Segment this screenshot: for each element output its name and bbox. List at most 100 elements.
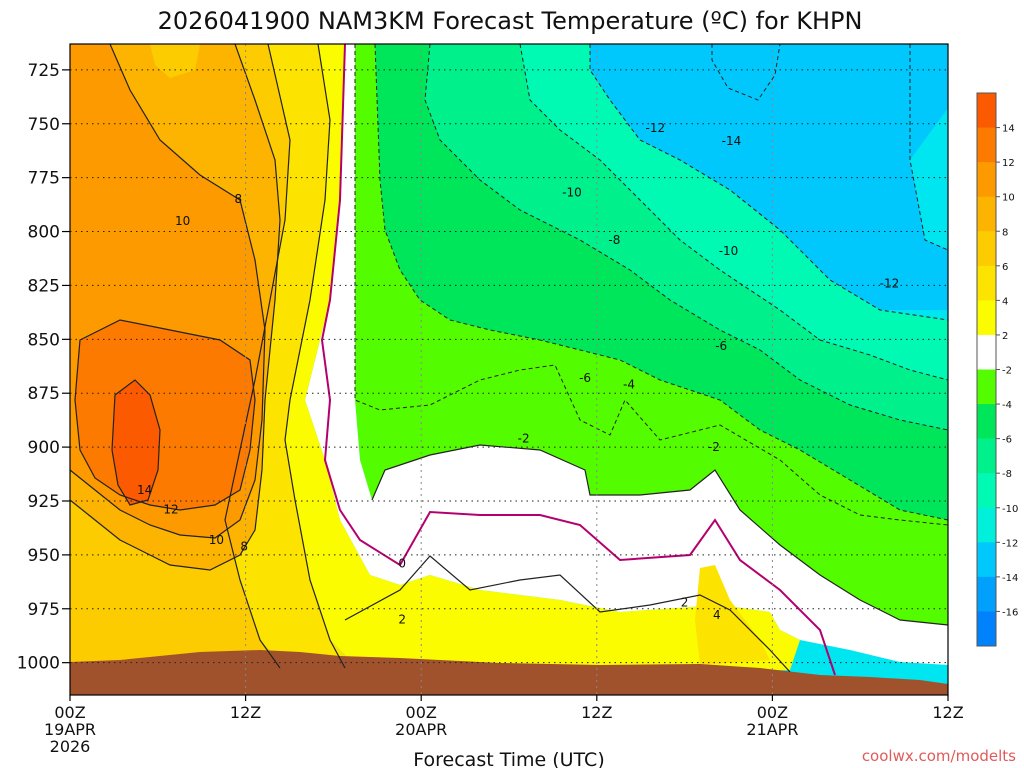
colorbar-label: 14	[1002, 124, 1015, 135]
plus6-isotherm	[224, 43, 291, 669]
colorbar-swatch	[977, 611, 996, 647]
temperature-field: 8 10 14 12 10 8 0 2 -2 -10 -8 -6 -4 -12 -14 -10 -6 -2 2 4 -1…	[69, 43, 949, 696]
colorbar-label: 4	[1002, 296, 1008, 307]
x-tick-label: 12Z	[230, 703, 261, 722]
grid-lines	[70, 44, 948, 695]
colorbar-swatch	[977, 507, 996, 543]
band-minus12	[590, 44, 948, 310]
contour-label: 8	[234, 192, 242, 206]
colorbar-swatch	[977, 542, 996, 578]
x-tick-label: 00Z	[757, 703, 788, 722]
y-tick-label: 875	[28, 384, 60, 404]
band-14	[112, 380, 160, 505]
plot-frame	[69, 43, 949, 696]
y-tick-label: 750	[28, 115, 60, 135]
colorbar-label: -12	[1002, 538, 1018, 549]
band-minus8	[425, 44, 948, 430]
plus4-isotherm	[284, 43, 346, 669]
contour-label: -10	[562, 186, 582, 200]
colorbar-label: -4	[1002, 400, 1012, 411]
x-tick-label: 2026	[50, 737, 91, 756]
x-tick-label: 21APR	[746, 720, 798, 739]
colorbar-swatch	[977, 576, 996, 612]
contour-label: -2	[518, 431, 530, 445]
contour-label: 14	[137, 483, 152, 497]
colorbar-label: 10	[1002, 193, 1015, 204]
minus6-isotherm	[374, 43, 949, 521]
colorbar-swatch	[977, 404, 996, 440]
band-4	[225, 44, 360, 672]
band-2	[285, 44, 800, 672]
contour-label: -10	[719, 244, 739, 258]
contour-label: -8	[608, 233, 620, 247]
colorbar-label: -2	[1002, 366, 1012, 377]
contour-label: 10	[175, 214, 190, 228]
contour-label: 12	[163, 503, 178, 517]
contour-label: -6	[579, 371, 591, 385]
plus2-isotherm	[344, 555, 791, 673]
contour-label: 8	[240, 539, 248, 553]
colorbar-label: -8	[1002, 469, 1012, 480]
colorbar-label: 2	[1002, 331, 1008, 342]
plus14-isotherm	[111, 379, 161, 506]
contour-label: 4	[713, 608, 721, 622]
colorbar-swatch	[977, 473, 996, 509]
contour-label: 2	[681, 595, 689, 609]
colorbar-swatch	[977, 265, 996, 301]
y-tick-label: 800	[28, 223, 60, 243]
colorbar-label: 6	[1002, 262, 1008, 273]
y-tick-label: 925	[28, 492, 60, 512]
colorbar-label: -10	[1002, 504, 1018, 515]
colorbar-label: -16	[1002, 607, 1018, 618]
contour-label: 10	[209, 533, 224, 547]
plus12-isotherm	[74, 319, 256, 511]
colorbar: 14 12 10 8 6 4 2 -2 -4 -6 -8 -10 -12 -14 -16	[976, 92, 1018, 647]
band-12	[75, 320, 255, 510]
plus8-isotherm	[69, 43, 281, 571]
colorbar-swatch	[977, 127, 996, 163]
band-near-zero	[305, 44, 948, 665]
plus10-isotherm	[69, 43, 266, 539]
band-4-patch-a	[695, 565, 770, 665]
x-tick-label: 19APR	[44, 720, 96, 739]
colorbar-label: 12	[1002, 158, 1015, 169]
contour-label: 2	[398, 613, 406, 627]
colorbar-swatch	[977, 196, 996, 232]
y-tick-label: 1000	[17, 654, 60, 674]
ground-terrain	[70, 650, 948, 695]
colorbar-label: 8	[1002, 227, 1008, 238]
colorbar-label: -6	[1002, 435, 1012, 446]
band-minus6	[375, 44, 948, 520]
y-tick-label: 725	[28, 61, 60, 81]
x-tick-label: 00Z	[54, 703, 85, 722]
contour-label: -4	[623, 378, 635, 392]
colorbar-swatch	[977, 162, 996, 198]
minus12-isotherm	[589, 44, 949, 321]
credit-text: coolwx.com/modelts	[862, 747, 1016, 765]
contour-labels: 8 10 14 12 10 8 0 2 -2 -10 -8 -6 -4 -12 -14 -10 -6 -2 2 4 -1…	[137, 121, 899, 626]
x-tick-label: 00Z	[406, 703, 437, 722]
y-tick-label: 850	[28, 330, 60, 350]
minus2-isotherm	[371, 444, 949, 626]
y-tick-label: 900	[28, 438, 60, 458]
minus12b-isotherm	[909, 44, 949, 251]
minus8-isotherm	[424, 43, 949, 431]
x-axis-label: Forecast Time (UTC)	[413, 749, 604, 768]
colorbar-swatch	[977, 231, 996, 267]
y-axis: 725 750 775 800 825 850 875 900 925 950 975 1000	[17, 61, 70, 674]
y-tick-label: 950	[28, 546, 60, 566]
cold-isotherms	[354, 43, 949, 526]
zero-isotherm	[320, 43, 836, 676]
contour-label: -2	[708, 440, 720, 454]
band-minus10	[520, 44, 948, 380]
y-tick-label: 975	[28, 600, 60, 620]
colorbar-swatch	[977, 369, 996, 405]
minus10-isotherm	[519, 43, 949, 381]
band-minus2	[355, 44, 948, 625]
minus14-isotherm	[711, 43, 781, 101]
contour-label: -6	[715, 339, 727, 353]
colorbar-swatch	[977, 93, 996, 129]
y-tick-label: 775	[28, 169, 60, 189]
colorbar-label: -14	[1002, 573, 1018, 584]
